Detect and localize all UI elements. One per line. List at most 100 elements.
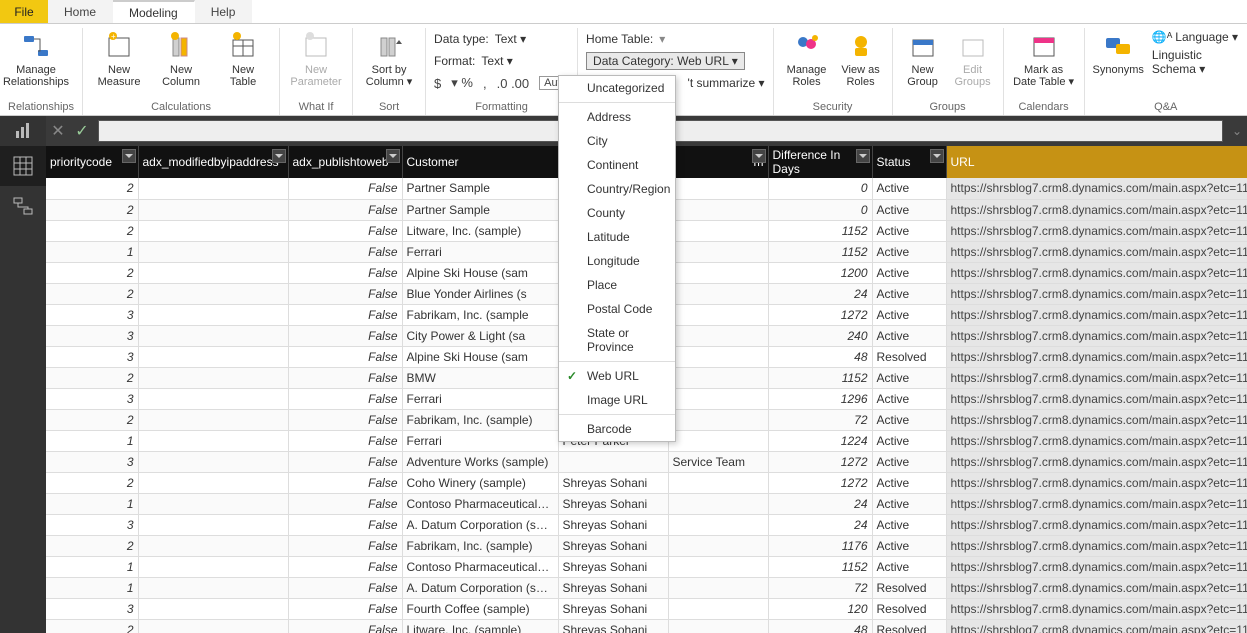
nav-model-view[interactable] <box>0 186 46 226</box>
data-category-option[interactable]: Postal Code <box>559 297 675 321</box>
formula-accept-icon[interactable]: ✓ <box>70 121 94 141</box>
new-table-button[interactable]: New Table <box>215 28 271 88</box>
filter-icon[interactable] <box>930 149 944 163</box>
filter-icon[interactable] <box>856 149 870 163</box>
cell-customer: Alpine Ski House (sam <box>402 346 558 367</box>
data-category-option[interactable]: Longitude <box>559 249 675 273</box>
report-view-icon[interactable] <box>13 121 33 141</box>
col-prioritycode[interactable]: prioritycode <box>46 146 138 178</box>
table-row[interactable]: 1FalseContoso Pharmaceuticals (samShreya… <box>46 493 1247 514</box>
table-row[interactable]: 1FalseContoso Pharmaceuticals (samShreya… <box>46 556 1247 577</box>
cell-url: https://shrsblog7.crm8.dynamics.com/main… <box>946 409 1247 430</box>
viewas-icon <box>845 30 877 62</box>
data-category-option[interactable]: County <box>559 201 675 225</box>
table-row[interactable]: 3FalseA. Datum Corporation (sampleShreya… <box>46 514 1247 535</box>
cell-priority: 3 <box>46 514 138 535</box>
table-row[interactable]: 1FalseA. Datum Corporation (sampleShreya… <box>46 577 1247 598</box>
table-row[interactable]: 2FalseLitware, Inc. (sample)Shreyas Soha… <box>46 619 1247 633</box>
hometable-dropdown[interactable]: ▾ <box>659 32 665 46</box>
formula-cancel-icon[interactable]: ✕ <box>46 121 70 141</box>
cell-priority: 1 <box>46 556 138 577</box>
col-customer[interactable]: Customer <box>402 146 558 178</box>
data-category-option[interactable]: Place <box>559 273 675 297</box>
data-view-icon <box>12 155 34 177</box>
decimal-icon[interactable]: .0 .00 <box>497 76 530 91</box>
cell-ip <box>138 535 288 556</box>
cell-status: Active <box>872 451 946 472</box>
cell-priority: 2 <box>46 409 138 430</box>
col-status[interactable]: Status <box>872 146 946 178</box>
col-difference[interactable]: Difference In Days <box>768 146 872 178</box>
data-category-option[interactable]: Barcode <box>559 417 675 441</box>
tab-modeling[interactable]: Modeling <box>113 0 195 23</box>
cell-owner <box>558 451 668 472</box>
data-category-option[interactable]: Image URL <box>559 388 675 412</box>
filter-icon[interactable] <box>272 149 286 163</box>
manage-relationships-button[interactable]: Manage Relationships <box>8 28 64 88</box>
table-row[interactable]: 3FalseAdventure Works (sample)Service Te… <box>46 451 1247 472</box>
tab-help[interactable]: Help <box>195 0 253 23</box>
tab-home[interactable]: Home <box>48 0 113 23</box>
model-view-icon <box>12 195 34 217</box>
new-group-button[interactable]: New Group <box>901 28 945 88</box>
data-category-option[interactable]: City <box>559 129 675 153</box>
col-team[interactable]: m <box>668 146 768 178</box>
cell-ip <box>138 220 288 241</box>
data-category-option[interactable]: Uncategorized <box>559 76 675 100</box>
globe-icon: 🌐ᴬ <box>1152 30 1172 44</box>
cell-customer: Alpine Ski House (sam <box>402 262 558 283</box>
cell-owner: Shreyas Sohani <box>558 535 668 556</box>
view-as-roles-button[interactable]: View as Roles <box>838 28 884 88</box>
cell-url: https://shrsblog7.crm8.dynamics.com/main… <box>946 451 1247 472</box>
cell-team <box>668 472 768 493</box>
new-column-button[interactable]: New Column <box>153 28 209 88</box>
label: New Column <box>162 64 200 88</box>
linguistic-schema-dropdown[interactable]: Linguistic Schema ▾ <box>1152 48 1239 76</box>
percent-icon[interactable]: ▾ % <box>451 75 473 91</box>
formula-expand-icon[interactable]: ⌄ <box>1227 124 1247 138</box>
table-row[interactable]: 2FalseCoho Winery (sample)Shreyas Sohani… <box>46 472 1247 493</box>
cell-customer: Contoso Pharmaceuticals (sam <box>402 556 558 577</box>
filter-icon[interactable] <box>122 149 136 163</box>
mark-date-table-button[interactable]: Mark as Date Table ▾ <box>1012 28 1076 88</box>
data-category-dropdown[interactable]: Data Category: Web URL ▾ <box>586 52 745 70</box>
comma-icon[interactable]: , <box>483 76 487 91</box>
cell-status: Active <box>872 304 946 325</box>
cell-ip <box>138 619 288 633</box>
cell-url: https://shrsblog7.crm8.dynamics.com/main… <box>946 178 1247 199</box>
manage-roles-button[interactable]: Manage Roles <box>782 28 832 88</box>
currency-icon[interactable]: $ <box>434 76 441 91</box>
filter-icon[interactable] <box>752 149 766 163</box>
sort-by-column-button[interactable]: Sort by Column ▾ <box>361 28 417 88</box>
group-label: Q&A <box>1093 101 1239 115</box>
data-category-option[interactable]: Country/Region <box>559 177 675 201</box>
table-row[interactable]: 2FalseFabrikam, Inc. (sample)Shreyas Soh… <box>46 535 1247 556</box>
data-category-option[interactable]: Latitude <box>559 225 675 249</box>
col-ipaddress[interactable]: adx_modifiedbyipaddress <box>138 146 288 178</box>
language-dropdown[interactable]: 🌐ᴬLanguage ▾ <box>1152 30 1239 44</box>
cell-url: https://shrsblog7.crm8.dynamics.com/main… <box>946 199 1247 220</box>
data-category-option[interactable]: State or Province <box>559 321 675 359</box>
cell-status: Active <box>872 283 946 304</box>
cell-customer: Fourth Coffee (sample) <box>402 598 558 619</box>
format-dropdown[interactable]: Text ▾ <box>481 54 512 68</box>
data-category-option[interactable]: Continent <box>559 153 675 177</box>
filter-icon[interactable] <box>386 149 400 163</box>
col-publishtoweb[interactable]: adx_publishtoweb <box>288 146 402 178</box>
table-row[interactable]: 3FalseFourth Coffee (sample)Shreyas Soha… <box>46 598 1247 619</box>
cell-ip <box>138 556 288 577</box>
cell-url: https://shrsblog7.crm8.dynamics.com/main… <box>946 472 1247 493</box>
datatype-dropdown[interactable]: Text ▾ <box>495 32 526 46</box>
cell-diff: 1296 <box>768 388 872 409</box>
new-measure-button[interactable]: + New Measure <box>91 28 147 88</box>
cell-ip <box>138 199 288 220</box>
nav-data-view[interactable] <box>0 146 46 186</box>
synonyms-button[interactable]: Synonyms <box>1093 28 1144 76</box>
col-url[interactable]: URL <box>946 146 1247 178</box>
data-category-option[interactable]: Web URL <box>559 364 675 388</box>
tab-file[interactable]: File <box>0 0 48 23</box>
data-category-option[interactable]: Address <box>559 105 675 129</box>
cell-team <box>668 430 768 451</box>
cell-publish: False <box>288 598 402 619</box>
summarize-dropdown[interactable]: 't summarize ▾ <box>688 76 765 90</box>
